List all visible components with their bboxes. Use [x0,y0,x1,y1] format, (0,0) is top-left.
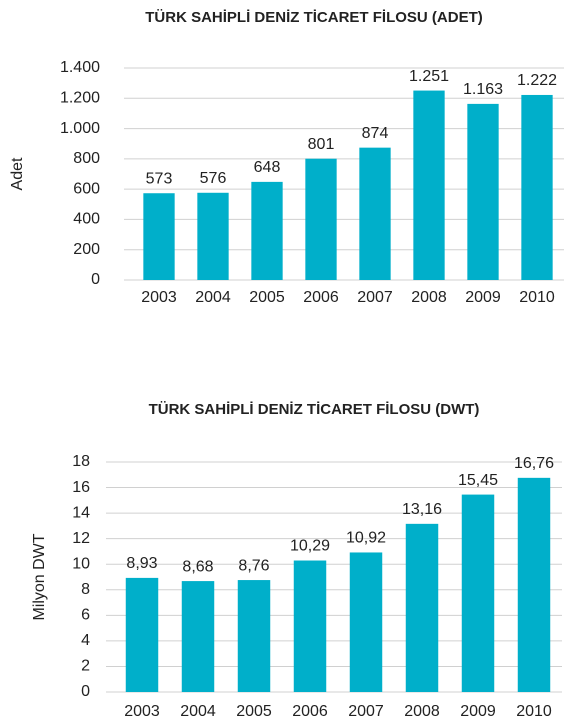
data-label: 1.251 [409,68,449,85]
data-label: 801 [308,136,335,153]
x-tick-label: 2004 [180,703,216,720]
y-tick-label: 8 [81,581,90,598]
x-tick-label: 2006 [292,703,328,720]
bar [413,90,445,280]
data-label: 10,92 [346,530,386,547]
y-tick-label: 18 [72,453,90,470]
bar [349,552,383,692]
y-tick-label: 200 [73,241,100,258]
x-tick-label: 2010 [516,703,552,720]
data-label: 1.163 [463,81,503,98]
bar [521,94,553,280]
x-tick-label: 2010 [519,289,555,306]
bar [143,193,175,280]
data-label: 874 [362,125,389,142]
data-label: 10,29 [290,538,330,555]
y-tick-label: 0 [91,271,100,288]
bar [305,158,337,280]
data-label: 16,76 [514,455,554,472]
bar [237,580,271,692]
bar [125,577,159,692]
x-tick-label: 2007 [357,289,393,306]
y-tick-label: 4 [81,632,90,649]
data-label: 648 [254,159,281,176]
y-tick-label: 6 [81,607,90,624]
data-label: 15,45 [458,472,498,489]
y-tick-label: 1.400 [60,59,100,76]
data-label: 13,16 [402,501,442,518]
y-tick-label: 10 [72,555,90,572]
x-tick-label: 2003 [141,289,177,306]
x-tick-label: 2006 [303,289,339,306]
bar [359,147,391,280]
y-tick-label: 16 [72,479,90,496]
x-tick-label: 2005 [249,289,285,306]
chart-title: TÜRK SAHİPLİ DENİZ TİCARET FİLOSU (ADET) [145,9,483,26]
bar [251,181,283,280]
bar [197,192,229,280]
x-tick-label: 2008 [404,703,440,720]
y-tick-label: 0 [81,683,90,700]
bar [467,103,499,280]
y-tick-label: 600 [73,180,100,197]
y-axis-label: Milyon DWT [31,533,48,620]
data-label: 576 [200,170,227,187]
x-tick-label: 2004 [195,289,231,306]
y-tick-label: 1.200 [60,90,100,107]
bar [405,523,439,692]
x-tick-label: 2007 [348,703,384,720]
y-axis-label: Adet [9,157,26,190]
data-label: 8,68 [182,558,213,575]
bar [461,494,495,692]
y-tick-label: 800 [73,150,100,167]
data-label: 573 [146,170,173,187]
y-tick-label: 14 [72,504,90,521]
bar [517,477,551,692]
data-label: 8,93 [126,555,157,572]
bar [293,560,327,692]
x-tick-label: 2008 [411,289,447,306]
x-tick-label: 2009 [460,703,496,720]
data-label: 1.222 [517,72,557,89]
y-tick-label: 12 [72,530,90,547]
y-tick-label: 2 [81,658,90,675]
data-label: 8,76 [238,557,269,574]
y-tick-label: 1.000 [60,120,100,137]
x-tick-label: 2009 [465,289,501,306]
x-tick-label: 2005 [236,703,272,720]
x-tick-label: 2003 [124,703,160,720]
chart-title: TÜRK SAHİPLİ DENİZ TİCARET FİLOSU (DWT) [149,401,480,418]
y-tick-label: 400 [73,211,100,228]
bar [181,581,215,692]
